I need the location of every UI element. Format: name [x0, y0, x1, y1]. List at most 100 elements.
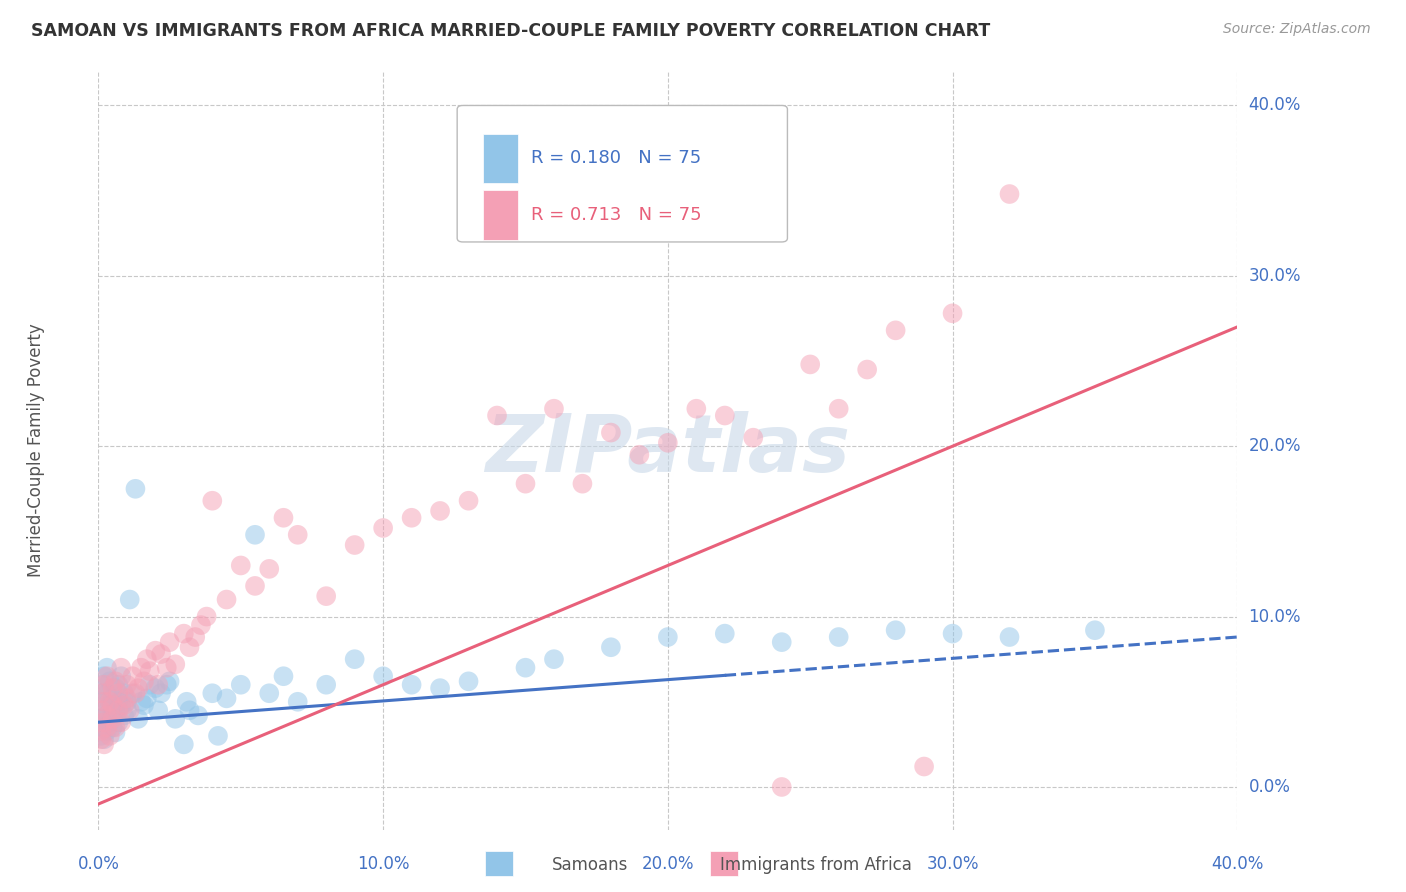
Point	[96, 708, 118, 723]
Point	[148, 678, 170, 692]
Text: ZIPatlas: ZIPatlas	[485, 411, 851, 490]
Point	[98, 729, 121, 743]
Point	[742, 431, 765, 445]
Point	[373, 521, 395, 535]
Point	[101, 691, 124, 706]
Point	[132, 674, 155, 689]
Point	[1084, 624, 1107, 638]
Point	[287, 528, 309, 542]
Point	[343, 538, 366, 552]
Point	[201, 686, 224, 700]
Point	[273, 669, 295, 683]
Point	[165, 657, 187, 672]
Point	[124, 686, 146, 700]
Point	[179, 640, 201, 655]
Point	[457, 493, 479, 508]
Point	[187, 708, 209, 723]
Point	[115, 678, 138, 692]
Point	[96, 708, 118, 723]
Point	[884, 323, 907, 337]
Point	[93, 732, 115, 747]
Point	[229, 678, 252, 692]
Point	[96, 686, 118, 700]
Point	[93, 669, 115, 683]
Point	[129, 695, 152, 709]
Point	[90, 729, 112, 743]
Point	[90, 720, 112, 734]
Text: 40.0%: 40.0%	[1211, 855, 1264, 872]
Text: 30.0%: 30.0%	[1249, 267, 1301, 285]
Point	[107, 695, 129, 709]
Point	[90, 686, 112, 700]
Point	[96, 723, 118, 738]
Point	[93, 715, 115, 730]
Point	[93, 695, 115, 709]
Point	[90, 732, 112, 747]
Point	[98, 695, 121, 709]
Point	[600, 425, 623, 440]
Point	[799, 358, 821, 372]
Point	[856, 362, 879, 376]
Point	[138, 664, 160, 678]
Point	[148, 703, 170, 717]
Point	[98, 698, 121, 713]
Point	[600, 640, 623, 655]
Point	[156, 678, 179, 692]
Point	[145, 681, 167, 695]
Point	[110, 669, 132, 683]
Point	[93, 695, 115, 709]
FancyBboxPatch shape	[484, 134, 517, 183]
Point	[107, 686, 129, 700]
Point	[101, 681, 124, 695]
Point	[90, 723, 112, 738]
Point	[884, 624, 907, 638]
Point	[104, 725, 127, 739]
Point	[229, 558, 252, 573]
Point	[135, 652, 157, 666]
Point	[173, 626, 195, 640]
Point	[571, 476, 593, 491]
Point	[110, 715, 132, 730]
Point	[101, 706, 124, 721]
Point	[90, 686, 112, 700]
Point	[942, 306, 965, 320]
Point	[90, 703, 112, 717]
Point	[828, 630, 851, 644]
Point	[543, 652, 565, 666]
Point	[343, 652, 366, 666]
Text: 10.0%: 10.0%	[1249, 607, 1301, 625]
Point	[543, 401, 565, 416]
Point	[373, 669, 395, 683]
Point	[657, 630, 679, 644]
Point	[201, 493, 224, 508]
Point	[998, 630, 1021, 644]
Point	[104, 681, 127, 695]
Point	[770, 780, 793, 794]
Point	[96, 669, 118, 683]
Point	[118, 592, 141, 607]
Point	[107, 715, 129, 730]
Point	[96, 720, 118, 734]
Point	[628, 448, 651, 462]
Point	[770, 635, 793, 649]
Point	[101, 720, 124, 734]
Bar	[710, 851, 738, 876]
Text: Married-Couple Family Poverty: Married-Couple Family Poverty	[27, 324, 45, 577]
Point	[107, 703, 129, 717]
Point	[101, 712, 124, 726]
Point	[165, 712, 187, 726]
Text: 0.0%: 0.0%	[1249, 778, 1291, 796]
Point	[90, 678, 112, 692]
Point	[156, 661, 179, 675]
Point	[96, 661, 118, 675]
Point	[714, 626, 737, 640]
Bar	[485, 851, 513, 876]
Point	[515, 661, 537, 675]
Point	[121, 686, 143, 700]
Point	[315, 678, 337, 692]
Point	[132, 698, 155, 713]
Point	[104, 720, 127, 734]
Point	[93, 703, 115, 717]
Point	[115, 703, 138, 717]
Point	[98, 715, 121, 730]
